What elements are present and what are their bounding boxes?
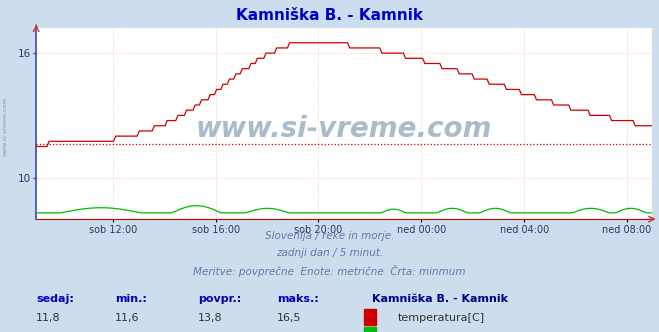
Text: www.si-vreme.com: www.si-vreme.com — [3, 96, 8, 156]
Text: Kamniška B. - Kamnik: Kamniška B. - Kamnik — [236, 8, 423, 23]
Text: Slovenija / reke in morje.: Slovenija / reke in morje. — [265, 231, 394, 241]
Text: sedaj:: sedaj: — [36, 294, 74, 304]
Text: www.si-vreme.com: www.si-vreme.com — [196, 116, 492, 143]
Text: 16,5: 16,5 — [277, 313, 301, 323]
Text: temperatura[C]: temperatura[C] — [397, 313, 484, 323]
Text: maks.:: maks.: — [277, 294, 318, 304]
Text: Meritve: povprečne  Enote: metrične  Črta: minmum: Meritve: povprečne Enote: metrične Črta:… — [193, 265, 466, 277]
Text: 13,8: 13,8 — [198, 313, 222, 323]
Text: zadnji dan / 5 minut.: zadnji dan / 5 minut. — [276, 248, 383, 258]
Text: 11,8: 11,8 — [36, 313, 61, 323]
Text: min.:: min.: — [115, 294, 147, 304]
Text: 11,6: 11,6 — [115, 313, 140, 323]
Text: Kamniška B. - Kamnik: Kamniška B. - Kamnik — [372, 294, 508, 304]
Text: povpr.:: povpr.: — [198, 294, 241, 304]
